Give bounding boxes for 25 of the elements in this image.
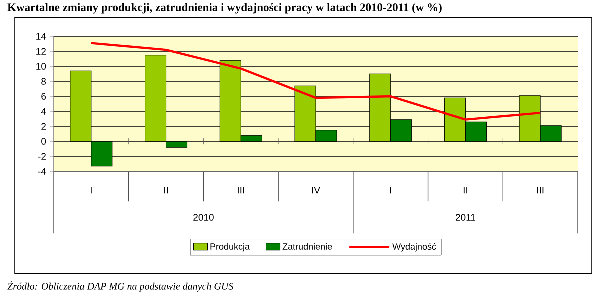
legend-label: Wydajność <box>392 243 436 252</box>
legend-label: Zatrudnienie <box>282 244 332 250</box>
x-tick-label: IV <box>312 187 320 194</box>
line-series <box>90 42 542 122</box>
y-tick-label: 14 <box>36 34 46 40</box>
x-tick-label: III <box>537 187 544 194</box>
x-tick-label: I <box>390 187 392 194</box>
x-tick-label: II <box>464 187 468 194</box>
x-tick-label: III <box>238 187 244 194</box>
text: 2010 <box>194 214 214 222</box>
y-tick-label: 0 <box>42 138 46 146</box>
text: 2011 <box>456 214 476 222</box>
legend-label: Produkcja <box>210 244 250 252</box>
x-tick-label: I <box>90 187 92 194</box>
y-tick-label: -4 <box>38 168 46 176</box>
y-tick-label: 8 <box>42 78 46 86</box>
y-tick-label: 4 <box>41 108 46 116</box>
x-tick-label: II <box>164 187 168 194</box>
y-tick-label: 10 <box>36 63 46 70</box>
text: Źródło: Obliczenia DAP MG na podstawie danych GUS <box>8 281 234 292</box>
y-tick-label: 6 <box>42 93 46 100</box>
y-tick-label: -2 <box>38 153 46 160</box>
chart-title: Kwartalne zmiany produkcji, zatrudnienia i wydajności pracy w latach 2010-2011 (w %) <box>8 4 442 14</box>
y-tick-label: 2 <box>42 123 46 130</box>
y-tick-label: 12 <box>36 48 46 56</box>
